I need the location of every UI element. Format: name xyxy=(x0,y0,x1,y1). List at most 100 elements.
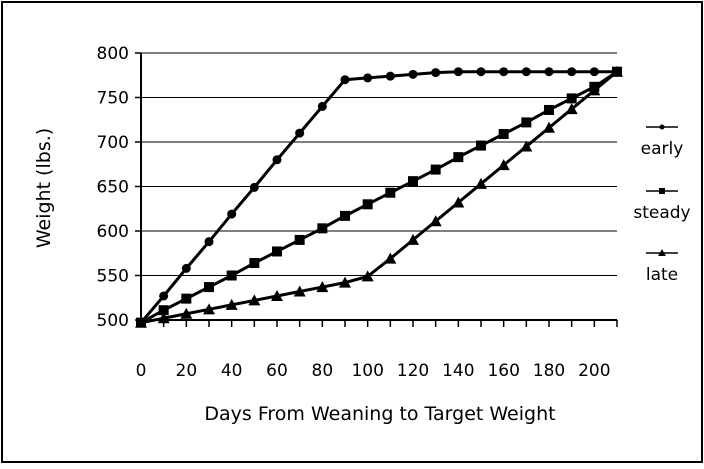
data-point-late xyxy=(588,84,601,96)
data-point-early xyxy=(227,209,237,219)
y-tick-label: 550 xyxy=(97,267,129,287)
data-point-late xyxy=(611,65,623,77)
x-tick-label: 140 xyxy=(442,361,474,381)
data-point-steady xyxy=(408,176,418,187)
data-point-late xyxy=(543,121,555,133)
data-point-early xyxy=(499,67,509,77)
data-point-early xyxy=(181,263,191,273)
x-tick-label: 100 xyxy=(351,361,383,381)
legend-label-early: early xyxy=(641,139,684,159)
x-tick-label: 120 xyxy=(397,361,429,381)
data-point-late xyxy=(225,298,238,310)
data-point-late xyxy=(293,285,306,297)
data-point-early xyxy=(317,101,327,111)
data-point-late xyxy=(475,177,487,189)
data-point-early xyxy=(476,67,486,77)
x-axis-label: Days From Weaning to Target Weight xyxy=(204,403,555,425)
data-point-late xyxy=(429,215,442,227)
series-early xyxy=(136,67,622,328)
data-point-early xyxy=(340,75,350,85)
data-point-steady xyxy=(340,210,350,221)
data-point-steady xyxy=(544,104,554,115)
data-point-steady xyxy=(453,152,464,163)
data-point-steady xyxy=(226,270,237,281)
data-point-steady xyxy=(158,305,169,316)
series-line-early xyxy=(139,70,617,324)
data-point-early xyxy=(204,237,214,247)
legend-marker-late xyxy=(658,249,666,256)
data-point-steady xyxy=(362,199,373,210)
data-point-late xyxy=(157,312,170,324)
series-line-steady xyxy=(140,70,618,324)
axes: 500 550 600 650 700 750 800 0 20 40 60 80 100 120 140 1… xyxy=(97,44,618,381)
legend-label-steady: steady xyxy=(633,203,690,223)
data-point-late xyxy=(565,103,578,115)
data-point-early xyxy=(385,71,395,81)
data-point-early xyxy=(453,67,463,77)
data-point-steady xyxy=(294,234,305,245)
x-tick-label: 20 xyxy=(176,361,198,381)
series-layer xyxy=(135,65,623,328)
data-point-steady xyxy=(181,293,192,304)
data-point-early xyxy=(363,73,373,83)
legend-entry-steady: steady xyxy=(633,188,691,223)
y-tick-label: 800 xyxy=(97,44,129,64)
data-point-steady xyxy=(521,117,532,128)
x-tick-label: 80 xyxy=(312,361,334,381)
x-tick-label: 60 xyxy=(266,361,288,381)
x-tick-label: 180 xyxy=(533,361,565,381)
data-point-early xyxy=(295,128,305,138)
data-point-early xyxy=(272,155,282,165)
data-point-early xyxy=(408,69,418,79)
data-point-early xyxy=(159,291,169,301)
y-tick-label: 750 xyxy=(97,89,129,109)
data-point-steady xyxy=(204,282,214,293)
data-point-late xyxy=(180,307,193,319)
series-line-late xyxy=(140,70,618,325)
data-point-late xyxy=(316,281,329,293)
data-point-early xyxy=(589,67,599,77)
legend-entry-early: early xyxy=(641,124,684,159)
legend-marker-early xyxy=(659,124,665,130)
data-point-early xyxy=(544,67,554,77)
data-point-late xyxy=(339,276,351,288)
data-point-steady xyxy=(476,140,486,151)
data-point-early xyxy=(249,182,259,192)
data-point-late xyxy=(520,140,533,152)
x-tick-label: 200 xyxy=(578,361,610,381)
y-axis-label: Weight (lbs.) xyxy=(33,128,55,248)
data-point-early xyxy=(567,67,577,77)
legend-marker-steady xyxy=(659,188,665,194)
data-point-late xyxy=(384,252,397,264)
data-point-early xyxy=(521,67,531,77)
series-late xyxy=(135,65,623,328)
y-tick-label: 650 xyxy=(97,178,129,198)
legend-entry-late: late xyxy=(646,249,678,285)
data-point-late xyxy=(135,316,147,328)
data-point-steady xyxy=(249,258,260,269)
series-steady xyxy=(136,66,622,328)
data-point-steady xyxy=(498,128,509,139)
y-tick-label: 600 xyxy=(97,222,129,242)
x-tick-label: 40 xyxy=(221,361,243,381)
data-point-early xyxy=(431,68,441,78)
data-point-steady xyxy=(430,164,441,175)
data-point-steady xyxy=(566,93,577,104)
data-point-late xyxy=(271,289,283,301)
x-tick-label: 0 xyxy=(136,361,147,381)
data-point-late xyxy=(497,159,510,171)
data-point-steady xyxy=(385,187,396,198)
data-point-late xyxy=(203,303,215,315)
x-tick-label: 160 xyxy=(487,361,519,381)
y-tick-label: 500 xyxy=(97,311,129,331)
y-tick-label: 700 xyxy=(97,133,129,153)
data-point-late xyxy=(361,270,374,282)
legend-label-late: late xyxy=(646,265,678,285)
data-point-late xyxy=(452,196,465,208)
data-point-late xyxy=(407,233,419,245)
data-point-steady xyxy=(317,223,328,234)
data-point-steady xyxy=(272,246,282,257)
legend: early steady late xyxy=(633,124,691,285)
